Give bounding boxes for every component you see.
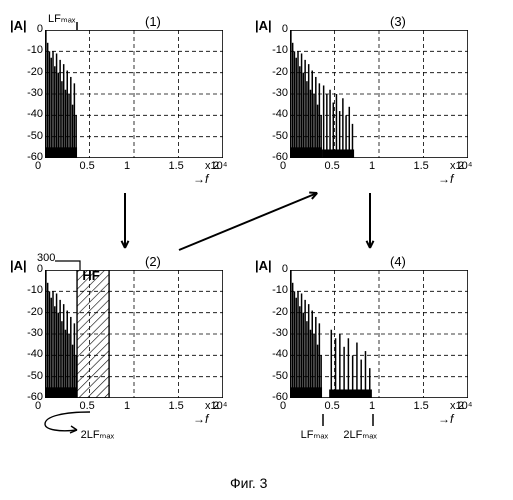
arrow-1-to-2	[119, 187, 131, 254]
x-exponent: x10⁴	[450, 400, 472, 412]
figure-caption: Фиг. 3	[230, 475, 267, 491]
lfmax-tick	[74, 22, 84, 32]
panel-p3: 0-10-20-30-40-50-6000.511.52x10⁴→f	[290, 30, 468, 158]
ytick: -30	[260, 327, 288, 339]
y-axis-label: |A|	[255, 258, 272, 273]
lfmax-label: LFₘₐₓ	[48, 12, 75, 25]
xtick: 1	[369, 160, 375, 172]
panel-number: (1)	[145, 14, 161, 29]
ytick: -10	[15, 44, 43, 56]
xtick: 0.5	[325, 400, 340, 412]
chart-p1	[45, 30, 223, 158]
ytick: -10	[260, 284, 288, 296]
x-axis-arrow-label: →f	[438, 172, 453, 186]
curved-arrow-icon	[35, 410, 125, 440]
ytick: -40	[15, 348, 43, 360]
xtick: 1.5	[169, 400, 184, 412]
two-lfmax-label-p4: 2LFₘₐₓ	[343, 428, 377, 441]
ytick: -20	[15, 66, 43, 78]
ytick: -50	[260, 130, 288, 142]
ytick: -40	[260, 108, 288, 120]
lfmax-label-p4: LFₘₐₓ	[301, 428, 328, 441]
arrow-2-to-3	[173, 187, 323, 256]
panel-p4: 0-10-20-30-40-50-6000.511.52x10⁴→f	[290, 270, 468, 398]
xtick: 1.5	[169, 160, 184, 172]
xtick: 1	[124, 160, 130, 172]
x-axis-arrow-label: →f	[438, 412, 453, 426]
ytick: -20	[260, 66, 288, 78]
xtick: 1.5	[414, 160, 429, 172]
ytick: -50	[15, 370, 43, 382]
lfmax-tick-p4	[320, 414, 326, 428]
xtick: 0	[280, 400, 286, 412]
panel-number: (4)	[390, 254, 406, 269]
ytick: -10	[260, 44, 288, 56]
ytick: -20	[15, 306, 43, 318]
chart-p3	[290, 30, 468, 158]
x-exponent: x10⁴	[450, 160, 472, 172]
x-axis-arrow-label: →f	[193, 172, 208, 186]
y-axis-label: |A|	[10, 18, 27, 33]
x-exponent: x10⁴	[205, 160, 227, 172]
two-lfmax-tick-p4	[370, 414, 376, 428]
ref-300-leader	[50, 256, 110, 274]
x-axis-arrow-label: →f	[193, 412, 208, 426]
arrow-3-to-4	[364, 187, 376, 254]
panel-number: (2)	[145, 254, 161, 269]
ytick: -40	[15, 108, 43, 120]
ytick: -30	[15, 87, 43, 99]
ytick: -40	[260, 348, 288, 360]
y-axis-label: |A|	[10, 258, 27, 273]
chart-p2	[45, 270, 223, 398]
xtick: 1.5	[414, 400, 429, 412]
panel-p1: 0-10-20-30-40-50-6000.511.52x10⁴→f	[45, 30, 223, 158]
xtick: 0.5	[325, 160, 340, 172]
ytick: -50	[260, 370, 288, 382]
xtick: 0	[280, 160, 286, 172]
xtick: 1	[369, 400, 375, 412]
xtick: 0.5	[80, 160, 95, 172]
chart-p4	[290, 270, 468, 398]
ytick: -20	[260, 306, 288, 318]
ytick: -30	[260, 87, 288, 99]
panel-number: (3)	[390, 14, 406, 29]
ytick: -50	[15, 130, 43, 142]
x-exponent: x10⁴	[205, 400, 227, 412]
panel-p2: 0-10-20-30-40-50-6000.511.52x10⁴→f	[45, 270, 223, 398]
xtick: 0	[35, 160, 41, 172]
ytick: -10	[15, 284, 43, 296]
ytick: -30	[15, 327, 43, 339]
y-axis-label: |A|	[255, 18, 272, 33]
